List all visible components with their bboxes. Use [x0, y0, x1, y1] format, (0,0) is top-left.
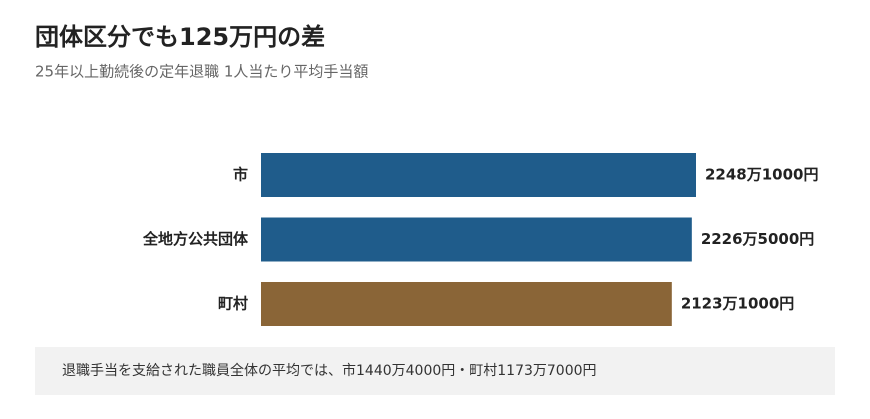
- chart-subtitle: 25年以上勤続後の定年退職 1人当たり平均手当額: [35, 63, 368, 81]
- note: 退職手当を支給された職員全体の平均では、市1440万4000円・町村1173万7…: [62, 362, 597, 379]
- category-label: 全地方公共団体: [142, 230, 249, 248]
- bar: [261, 282, 672, 326]
- category-label: 町村: [218, 295, 248, 313]
- value-label: 2248万1000円: [705, 166, 819, 184]
- bar: [261, 153, 696, 197]
- note-box: [35, 347, 835, 395]
- category-label: 市: [233, 166, 248, 184]
- chart-title: 団体区分でも125万円の差: [35, 23, 325, 51]
- bar: [261, 217, 692, 262]
- value-label: 2123万1000円: [681, 295, 795, 313]
- value-label: 2226万5000円: [701, 230, 815, 248]
